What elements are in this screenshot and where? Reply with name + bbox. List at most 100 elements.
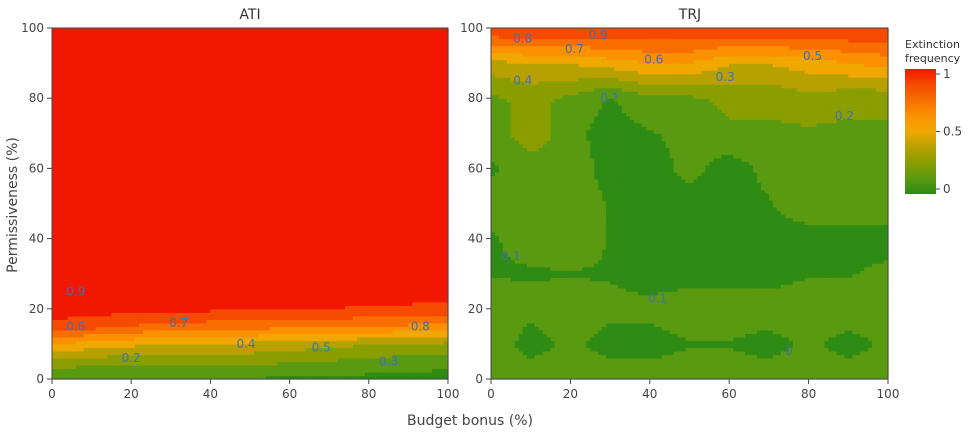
ati-heat-cell [313,326,318,330]
ati-heat-cell [139,207,144,211]
ati-heat-cell [408,263,413,267]
ati-heat-cell [278,270,283,274]
ati-heat-cell [107,316,112,320]
ati-heat-cell [111,225,116,229]
ati-heat-cell [175,207,180,211]
ati-heat-cell [107,326,112,330]
ati-heat-cell [250,354,255,358]
ati-heat-cell [139,232,144,236]
ati-heat-cell [361,309,366,313]
ati-heat-cell [298,312,303,316]
ati-heat-cell [246,218,251,222]
ati-heat-cell [400,284,405,288]
ati-heat-cell [72,354,77,358]
ati-heat-cell [218,309,223,313]
ati-heat-cell [191,214,196,218]
ati-heat-cell [68,207,73,211]
ati-heat-cell [214,354,219,358]
ati-heat-cell [286,288,291,292]
ati-heat-cell [191,211,196,215]
ati-heat-cell [147,260,152,264]
ati-heat-cell [84,298,89,302]
ati-heat-cell [250,281,255,285]
ati-heat-cell [373,214,378,218]
ati-heat-cell [119,330,124,334]
ati-heat-cell [111,253,116,257]
ati-heat-cell [96,204,101,208]
ati-heat-cell [218,347,223,351]
ati-heat-cell [412,277,417,281]
ati-heat-cell [115,228,120,232]
ati-heat-cell [393,218,398,222]
ati-heat-cell [238,302,243,306]
ati-heat-cell [88,309,93,313]
ati-heat-cell [167,260,172,264]
ati-heat-cell [365,246,370,250]
ati-heat-cell [68,211,73,215]
ati-heat-cell [321,218,326,222]
ati-heat-cell [52,228,57,232]
ati-heat-cell [226,316,231,320]
ati-heat-cell [119,281,124,285]
ati-heat-cell [135,267,140,271]
ati-heat-cell [100,351,105,355]
ati-heat-cell [230,274,235,278]
ati-heat-cell [195,354,200,358]
ati-heat-cell [202,232,207,236]
ati-heat-cell [183,295,188,299]
ati-heat-cell [349,337,354,341]
ati-heat-cell [428,284,433,288]
ati-heat-cell [397,319,402,323]
ati-heat-cell [266,288,271,292]
ati-heat-cell [80,302,85,306]
ati-heat-cell [96,218,101,222]
ati-heat-cell [432,239,437,243]
ati-heat-cell [238,253,243,257]
ati-heat-cell [400,249,405,253]
ati-heat-cell [266,260,271,264]
ati-heat-cell [400,361,405,365]
ati-heat-cell [361,277,366,281]
ati-heat-cell [400,253,405,257]
ati-heat-cell [397,225,402,229]
ati-heat-cell [163,284,168,288]
ati-heat-cell [72,337,77,341]
ati-heat-cell [199,281,204,285]
ati-heat-cell [400,260,405,264]
ati-heat-cell [321,225,326,229]
ati-heat-cell [416,291,421,295]
ati-heat-cell [171,284,176,288]
ati-heat-cell [337,218,342,222]
ati-heat-cell [436,368,441,372]
ati-heat-cell [278,312,283,316]
ati-heat-cell [266,305,271,309]
ati-heat-cell [250,319,255,323]
ati-heat-cell [254,330,259,334]
ati-heat-cell [353,330,358,334]
ati-heat-cell [92,267,97,271]
ati-heat-cell [357,284,362,288]
ati-heat-cell [389,305,394,309]
ati-heat-cell [155,344,160,348]
ati-heat-cell [282,235,287,239]
ati-heat-cell [206,249,211,253]
ati-heat-cell [191,312,196,316]
ati-heat-cell [301,277,306,281]
ati-heat-cell [155,260,160,264]
ati-heat-cell [309,312,314,316]
ati-heat-cell [420,368,425,372]
ati-heat-cell [309,253,314,257]
ati-heat-cell [250,309,255,313]
ati-heat-cell [119,235,124,239]
ati-heat-cell [92,281,97,285]
ati-heat-cell [305,281,310,285]
ati-heat-cell [436,249,441,253]
ati-heat-cell [258,263,263,267]
ati-heat-cell [183,267,188,271]
ati-heat-cell [226,214,231,218]
ati-heat-cell [412,340,417,344]
ati-heat-cell [96,228,101,232]
ati-heat-cell [262,323,267,327]
ati-heat-cell [64,235,69,239]
ati-heat-cell [381,274,386,278]
